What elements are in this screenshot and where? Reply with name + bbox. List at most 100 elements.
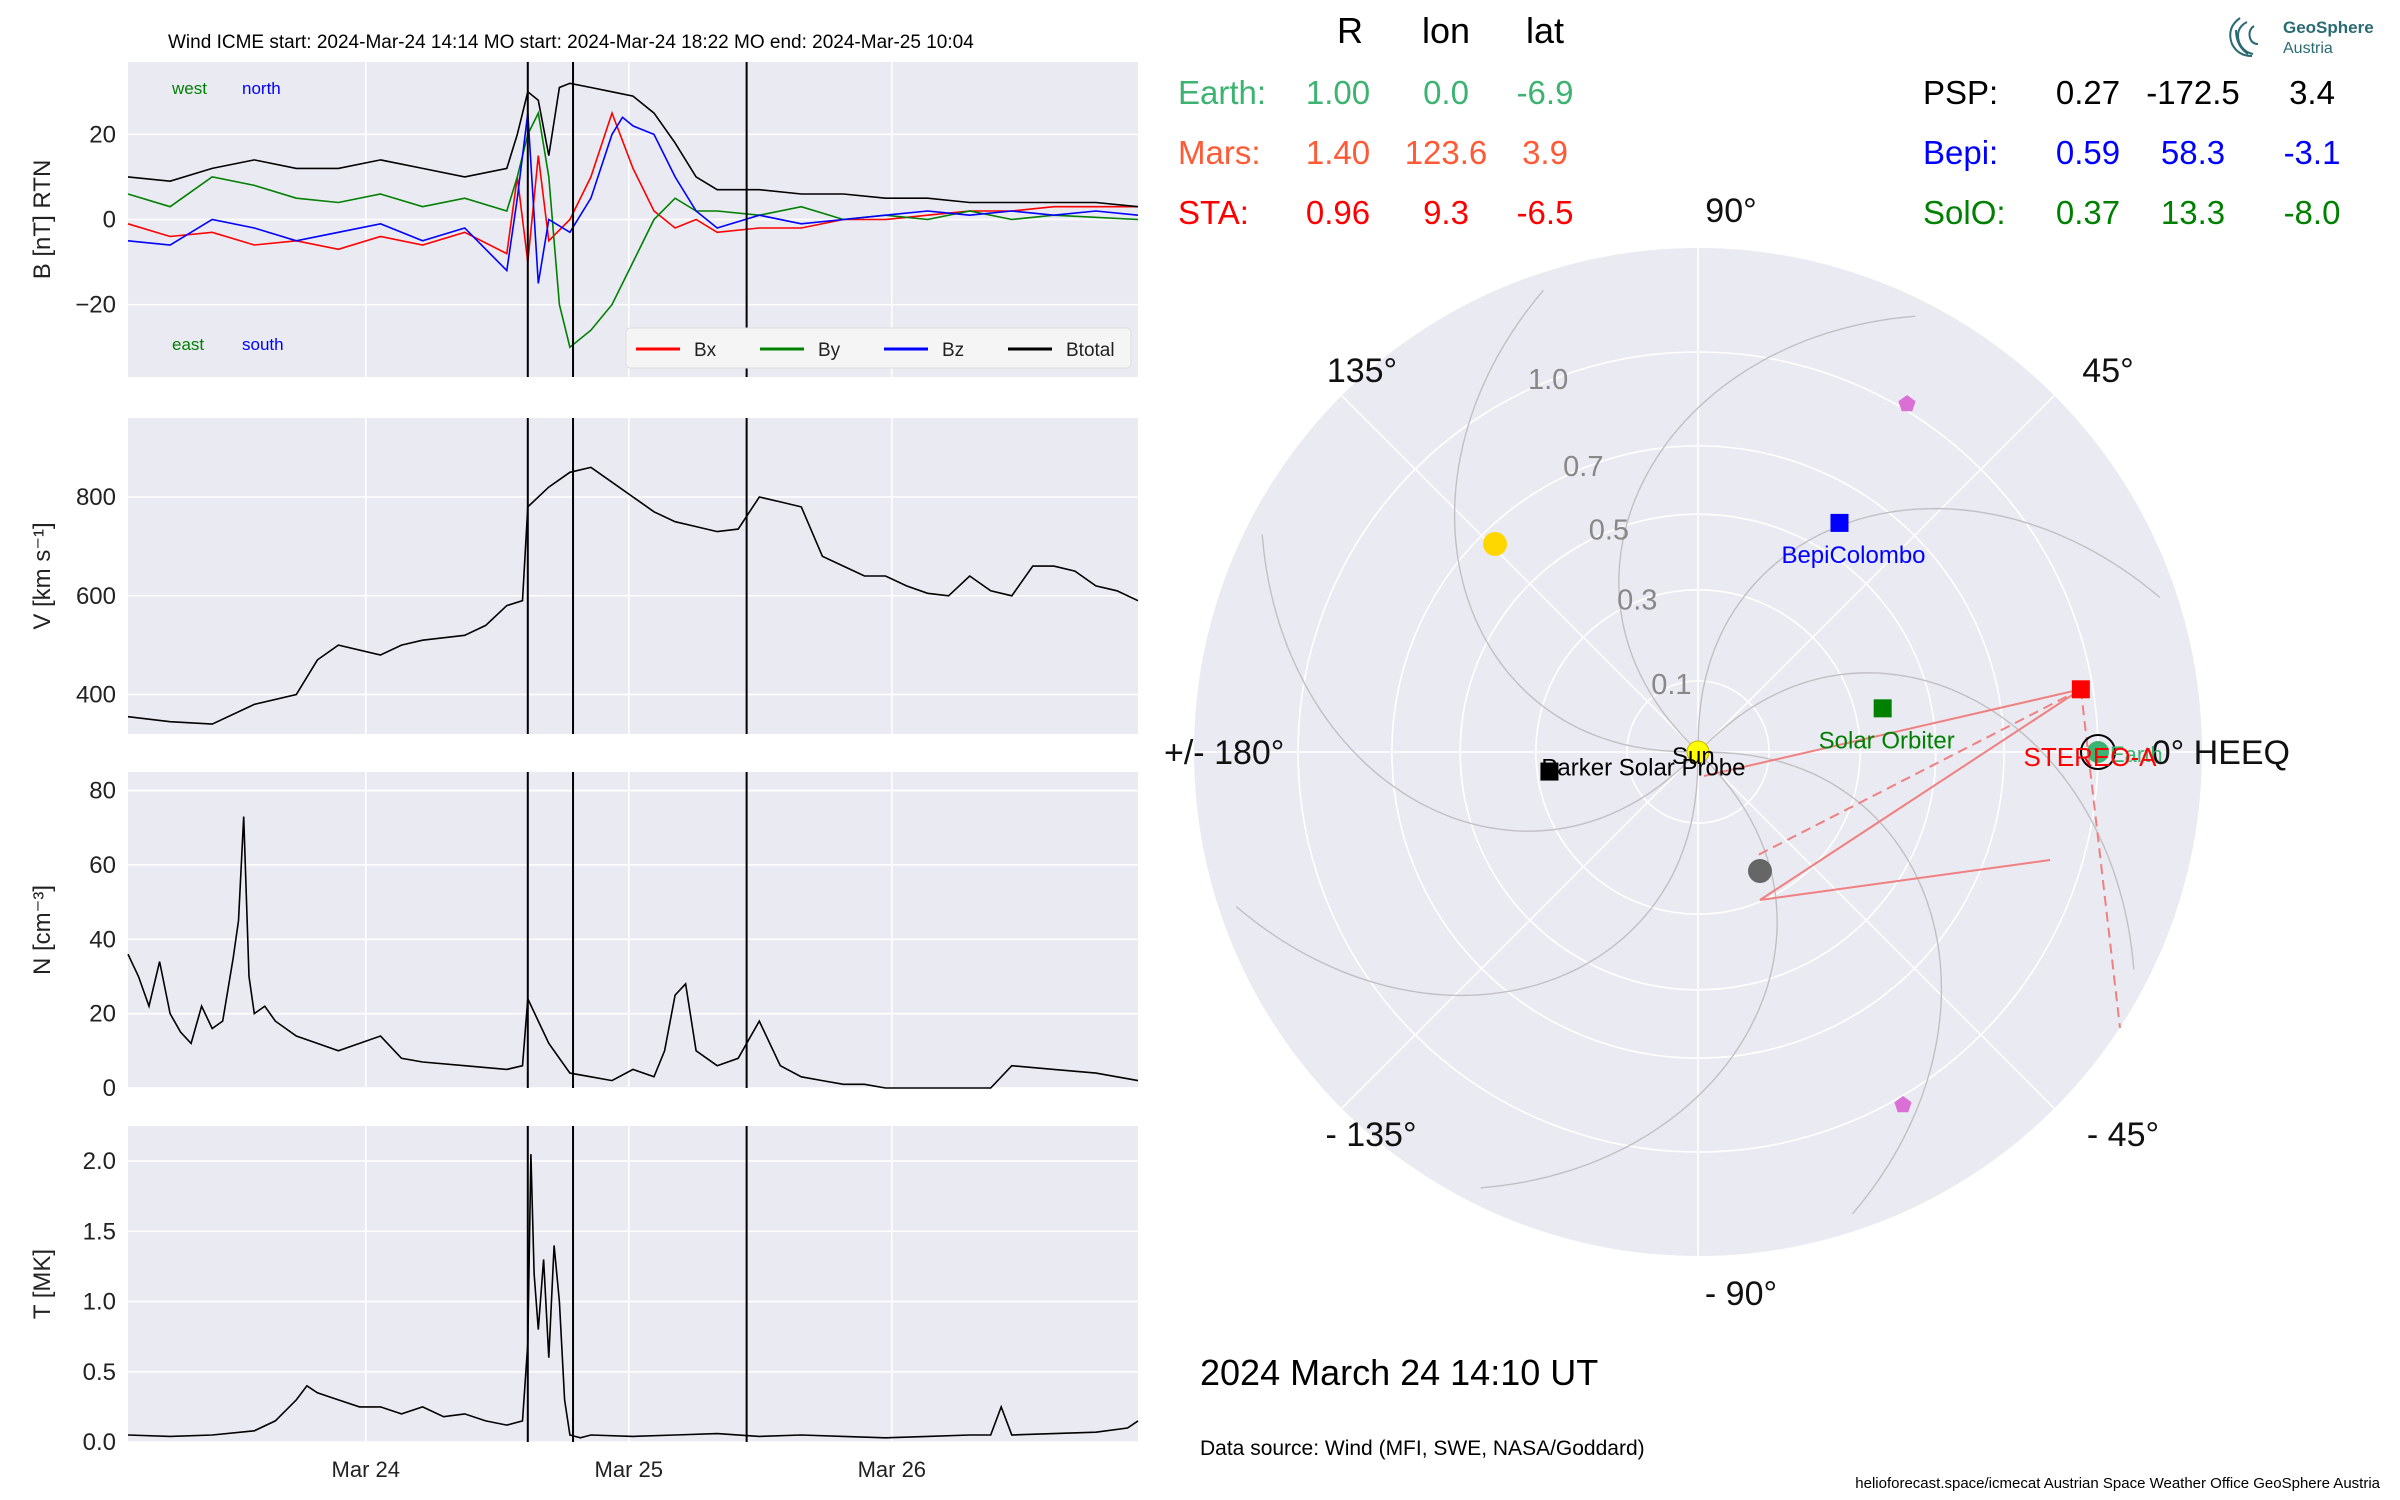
table-row-name: Bepi: xyxy=(1923,134,1998,171)
y-axis-label: T [MK] xyxy=(29,1249,56,1319)
table-row-name: Mars: xyxy=(1178,134,1261,171)
cme-line xyxy=(1703,688,2082,777)
spiral-line xyxy=(1261,534,1699,832)
logo-line2: Austria xyxy=(2283,40,2333,57)
y-tick-label: 20 xyxy=(89,121,116,148)
table-row-lat: -8.0 xyxy=(2284,194,2341,231)
angular-spoke xyxy=(1697,395,2055,753)
table-row-r: 0.96 xyxy=(1306,194,1370,231)
angular-spoke xyxy=(1341,395,1699,753)
panel-temperature: 0.0 0.5 1.0 1.5 2.0 T [MK] Mar 24 Mar 25 Mar 26 xyxy=(29,1126,1139,1482)
legend-box xyxy=(625,327,1132,369)
table-row-lon: 58.3 xyxy=(2161,134,2225,171)
spiral-line xyxy=(1697,507,2161,753)
y-tick-label: 1.0 xyxy=(83,1289,116,1316)
table-row-r: 1.40 xyxy=(1306,134,1370,171)
earth-marker xyxy=(2087,741,2109,763)
table-row-lon: 13.3 xyxy=(2161,194,2225,231)
y-tick-label: 0.0 xyxy=(83,1429,116,1456)
bodies: Sun Solar Orbiter BepiColombo Parker Solar … xyxy=(1483,395,2163,1113)
angle-label: 90° xyxy=(1705,192,1756,230)
radial-tick-label: 0.1 xyxy=(1651,669,1691,701)
angle-label: - 90° xyxy=(1705,1275,1777,1313)
table-row-lon: 0.0 xyxy=(1423,74,1469,111)
table-header-lat: lat xyxy=(1526,10,1564,51)
earth-label: Earth xyxy=(2110,742,2163,767)
table-row-name: STA: xyxy=(1178,194,1249,231)
table-row-lat: -3.1 xyxy=(2284,134,2341,171)
sun-label: Sun xyxy=(1672,743,1715,770)
x-tick-label: Mar 24 xyxy=(332,1457,400,1482)
y-tick-label: 40 xyxy=(89,926,116,953)
spiral-line xyxy=(1697,672,2135,970)
pentagon-marker xyxy=(1898,395,1916,412)
legend-label: By xyxy=(818,340,841,361)
angular-spoke xyxy=(1697,751,2055,1109)
stereo-a-marker xyxy=(2071,680,2090,699)
radial-tick-label: 0.5 xyxy=(1589,514,1629,546)
panel-background xyxy=(128,418,1138,734)
bepicolombo-marker xyxy=(1830,513,1849,532)
radial-tick-label: 1.0 xyxy=(1528,364,1568,396)
cme-lines xyxy=(1703,688,2121,1029)
angle-label: 0° HEEQ xyxy=(2152,734,2290,772)
psp-marker xyxy=(1540,762,1559,781)
table-row-r: 0.37 xyxy=(2056,194,2120,231)
data-source-label: Data source: Wind (MFI, SWE, NASA/Goddar… xyxy=(1200,1437,1645,1460)
sun-marker xyxy=(1686,740,1710,764)
table-row-lon: 123.6 xyxy=(1405,134,1488,171)
datetime-label: 2024 March 24 14:10 UT xyxy=(1200,1352,1598,1393)
table-header-r: R xyxy=(1337,10,1363,51)
label-west: west xyxy=(171,79,207,98)
solar-orbiter-marker xyxy=(1873,699,1892,718)
angular-spoke xyxy=(1341,751,1699,1109)
stereo-a-label: STEREO-A xyxy=(2024,742,2158,772)
panel-magnetic_field: 20 0 −20 B [nT] RTN west north east south Bx By Bz… xyxy=(29,62,1139,377)
label-south: south xyxy=(242,335,284,354)
legend-label: Bx xyxy=(694,340,717,361)
series-bx xyxy=(127,110,1138,263)
table-row-lat: 3.4 xyxy=(2289,74,2335,111)
series-t xyxy=(127,1154,1139,1439)
chart-header: Wind ICME start: 2024-Mar-24 14:14 MO st… xyxy=(168,32,974,53)
spiral-line xyxy=(1453,289,1699,753)
angle-label: +/- 180° xyxy=(1164,734,1284,772)
table-row-lat: -6.9 xyxy=(1517,74,1574,111)
table-row-r: 0.59 xyxy=(2056,134,2120,171)
y-tick-label: 600 xyxy=(76,583,116,610)
table-row-lat: 3.9 xyxy=(1522,134,1568,171)
polar-plot: 0.1 0.3 0.5 0.7 1.0 0° HEEQ 45° 90° 135° +/- 180°… xyxy=(1164,192,2290,1313)
series-n xyxy=(127,816,1139,1089)
y-tick-label: 400 xyxy=(76,682,116,709)
solar-orbiter-label: Solar Orbiter xyxy=(1819,727,1955,754)
psp-label: Parker Solar Probe xyxy=(1541,755,1745,782)
geosphere-logo: GeoSphere Austria xyxy=(2229,17,2374,57)
table-row-lon: -172.5 xyxy=(2146,74,2240,111)
bepicolombo-label: BepiColombo xyxy=(1781,542,1925,569)
table-row-r: 1.00 xyxy=(1306,74,1370,111)
pentagon-marker xyxy=(1894,1096,1912,1113)
panel-density: 0 20 40 60 80 N [cm⁻³] xyxy=(29,772,1139,1102)
earth-orbit-ring xyxy=(2080,734,2116,770)
label-north: north xyxy=(242,79,281,98)
table-row-lon: 9.3 xyxy=(1423,194,1469,231)
x-tick-label: Mar 25 xyxy=(595,1457,663,1482)
panel-background xyxy=(128,772,1138,1088)
panel-background xyxy=(128,1126,1138,1442)
y-axis-label: V [km s⁻¹] xyxy=(29,522,56,629)
cme-line xyxy=(1759,859,2051,901)
y-tick-label: 20 xyxy=(89,1001,116,1028)
spiral-line xyxy=(1480,751,1778,1189)
legend-label: Bz xyxy=(942,340,964,361)
label-east: east xyxy=(172,335,204,354)
series-btotal xyxy=(127,82,1139,208)
spiral-line xyxy=(1697,751,1943,1215)
angle-label: 45° xyxy=(2082,352,2133,390)
y-tick-label: 0 xyxy=(103,1075,116,1102)
y-tick-label: 60 xyxy=(89,852,116,879)
grey-marker xyxy=(1748,859,1772,883)
y-axis-label: N [cm⁻³] xyxy=(29,885,56,975)
legend: Bx By Bz Btotal xyxy=(625,327,1132,369)
